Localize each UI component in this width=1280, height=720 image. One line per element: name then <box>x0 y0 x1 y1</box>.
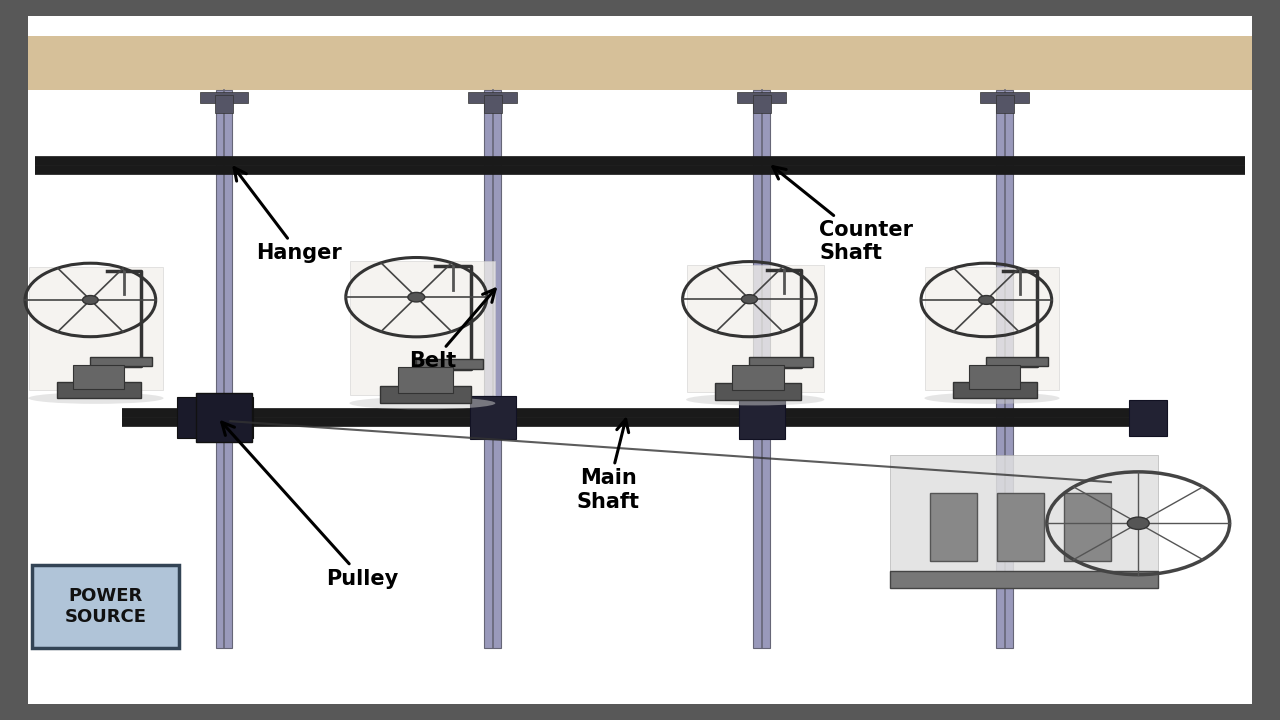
Text: Counter
Shaft: Counter Shaft <box>773 166 913 264</box>
Bar <box>980 92 1029 103</box>
Bar <box>739 396 785 439</box>
Bar <box>349 261 495 395</box>
Circle shape <box>408 292 425 302</box>
Circle shape <box>1128 517 1149 529</box>
Bar <box>925 267 1059 390</box>
Bar <box>750 357 813 367</box>
Bar <box>91 357 152 366</box>
Bar <box>753 90 771 648</box>
Bar <box>484 95 502 112</box>
Bar <box>997 90 1014 648</box>
Bar <box>952 382 1037 398</box>
Bar <box>201 396 247 439</box>
Ellipse shape <box>686 394 824 405</box>
Bar <box>1065 493 1111 561</box>
Circle shape <box>978 295 995 305</box>
Bar <box>470 396 516 439</box>
Bar <box>177 397 253 438</box>
Text: Main
Shaft: Main Shaft <box>576 419 640 512</box>
Circle shape <box>82 295 99 305</box>
Bar <box>32 565 179 648</box>
Bar <box>737 92 786 103</box>
Bar <box>753 95 771 112</box>
Bar <box>398 367 453 393</box>
Bar <box>987 357 1048 366</box>
Text: Belt: Belt <box>410 289 495 372</box>
Bar <box>890 571 1158 588</box>
Bar <box>1129 400 1167 436</box>
Bar <box>215 95 233 112</box>
Ellipse shape <box>924 392 1060 404</box>
Bar <box>714 383 801 400</box>
Bar <box>732 365 783 390</box>
Bar <box>997 493 1044 561</box>
Circle shape <box>741 294 758 304</box>
Bar <box>468 92 517 103</box>
Bar <box>996 95 1014 112</box>
Bar <box>686 265 824 392</box>
Bar <box>416 359 484 369</box>
Bar <box>485 90 502 648</box>
Bar <box>28 36 1252 90</box>
Bar <box>196 393 252 442</box>
Bar <box>890 455 1158 572</box>
Ellipse shape <box>349 397 495 410</box>
Bar <box>969 364 1020 389</box>
Text: Pulley: Pulley <box>221 422 398 589</box>
Text: POWER
SOURCE: POWER SOURCE <box>64 588 147 626</box>
Bar <box>200 92 248 103</box>
Text: Hanger: Hanger <box>234 168 342 264</box>
Bar <box>73 364 124 389</box>
Bar <box>56 382 141 398</box>
Bar <box>29 267 163 390</box>
Bar <box>380 386 471 403</box>
Bar <box>215 90 233 648</box>
Ellipse shape <box>28 392 164 404</box>
Bar <box>931 493 977 561</box>
